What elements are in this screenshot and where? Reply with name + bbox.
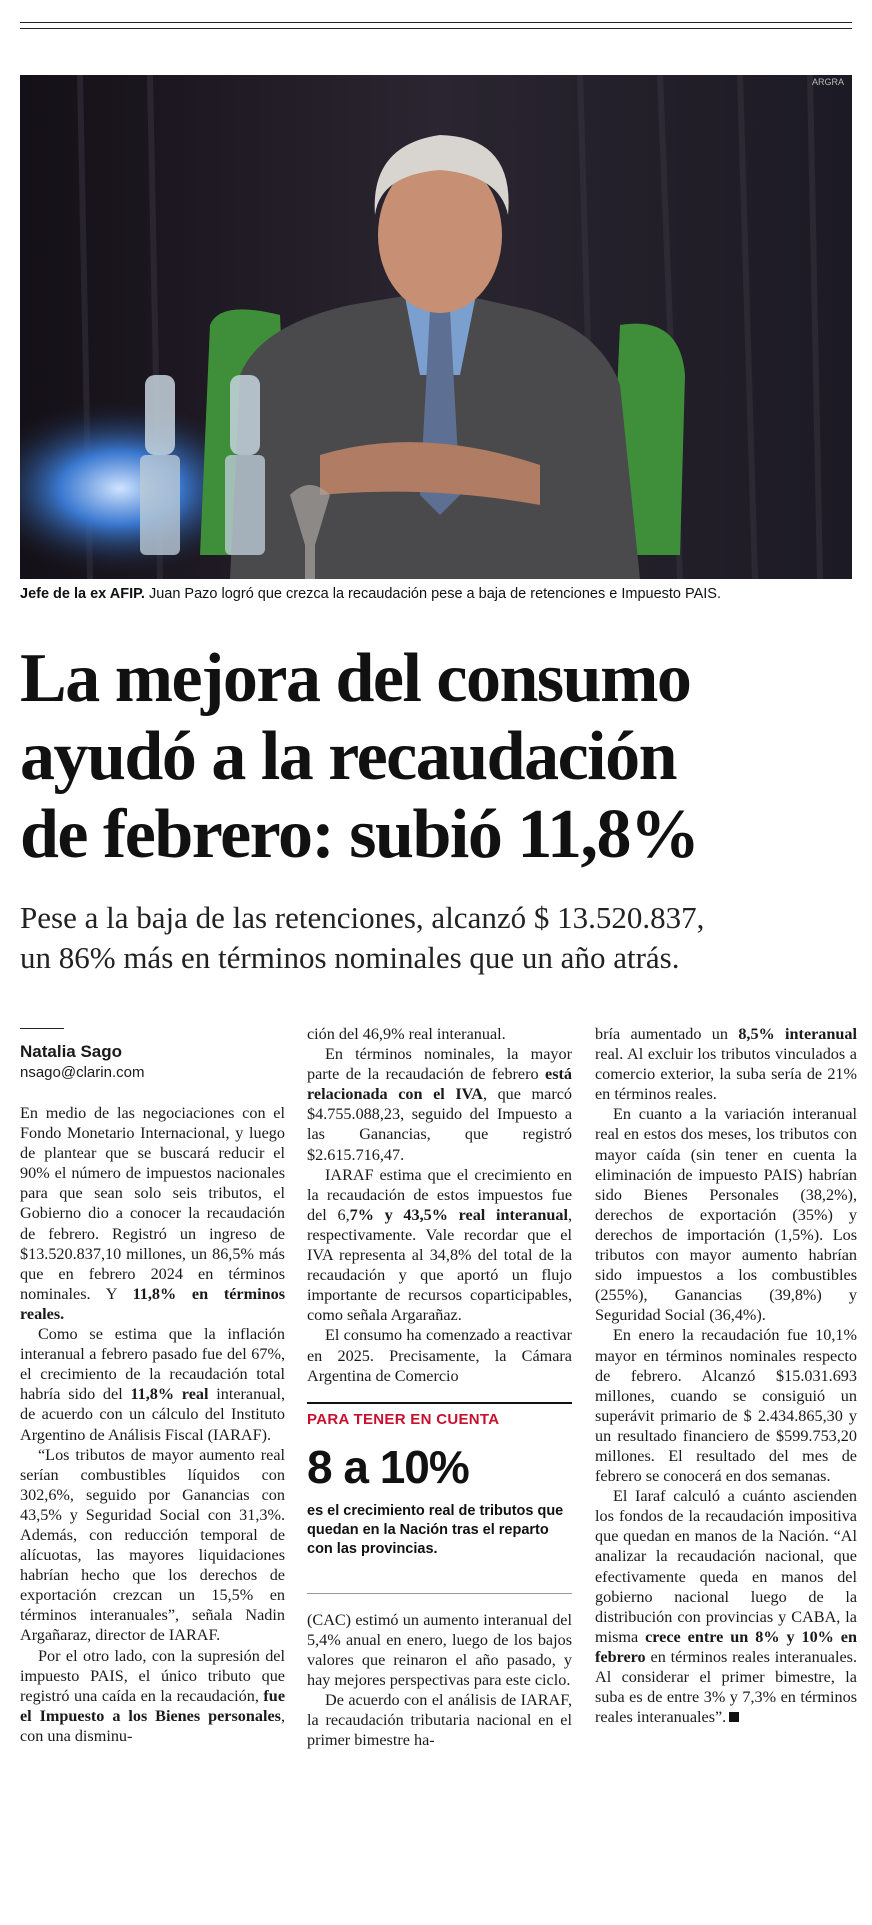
highlight-box-heading: PARA TENER EN CUENTA <box>307 1401 572 1430</box>
paragraph: ción del 46,9% real interanual. <box>307 1025 506 1043</box>
paragraph-bold: 11,8% real <box>130 1385 209 1404</box>
article-column-3: bría aumentado un 8,5% interanual real. … <box>595 1024 857 1727</box>
photo-caption: Jefe de la ex AFIP. Juan Pazo logró que … <box>20 586 860 602</box>
headline-line-1: La mejora del consumo <box>20 640 692 717</box>
highlight-box-text: es el crecimiento real de tributos que q… <box>307 1502 572 1594</box>
highlight-box: PARA TENER EN CUENTA 8 a 10% es el creci… <box>307 1401 572 1594</box>
paragraph-text: Como se estima que la inflación interanu… <box>20 1325 285 1404</box>
paragraph: El Iaraf calculó a cuánto ascienden los … <box>595 1486 857 1727</box>
paragraph: IARAF estima que el crecimiento en la re… <box>307 1165 572 1326</box>
headline-line-2: ayudó a la recaudación <box>20 718 678 795</box>
paragraph: Por el otro lado, con la supresión del i… <box>20 1646 285 1746</box>
article-photo: ARGRA <box>20 75 852 579</box>
highlight-box-figure: 8 a 10% <box>307 1440 470 1493</box>
paragraph-text: bría aumentado un <box>595 1025 739 1043</box>
paragraph-bold: 11,8% en términos reales. <box>20 1284 285 1323</box>
paragraph: (CAC) estimó un aumento interanual del 5… <box>307 1610 572 1690</box>
paragraph-text: en términos reales interanuales. Al cons… <box>595 1647 857 1727</box>
paragraph-text: real. Al excluir los tributos vinculados… <box>595 1045 857 1104</box>
paragraph-text: interanual, de acuerdo con un cálculo de… <box>20 1385 285 1444</box>
paragraph-bold: fue el Impuesto a los Bienes personales <box>20 1686 285 1725</box>
paragraph-text: , que marcó $4.755.088,23, seguido del I… <box>307 1085 572 1164</box>
byline-email[interactable]: nsago@clarin.com <box>20 1064 145 1081</box>
paragraph: El consumo ha comenzado a reactivar en 2… <box>307 1326 572 1385</box>
paragraph: bría aumentado un 8,5% interanual real. … <box>595 1024 857 1104</box>
paragraph: De acuerdo con el análisis de IARAF, la … <box>307 1691 572 1750</box>
subheadline-line-2: un 86% más en términos nominales que un … <box>20 940 680 975</box>
paragraph: En cuanto a la variación interanual real… <box>595 1105 857 1325</box>
end-of-article-icon <box>729 1712 740 1723</box>
headline-line-3: de febrero: subió 11,8% <box>20 796 700 873</box>
paragraph-text: En términos nominales, la mayor parte de… <box>307 1045 572 1084</box>
byline-rule <box>20 1028 64 1029</box>
paragraph-bold: crece entre un 8% y 10% en febrero <box>595 1627 857 1666</box>
paragraph-text: IARAF estima que el crecimiento en la re… <box>307 1165 572 1224</box>
byline-author: Natalia Sago <box>20 1042 123 1061</box>
article-column-2: ción del 46,9% real interanual. En térmi… <box>307 1024 572 1750</box>
subheadline-line-1: Pese a la baja de las retenciones, alcan… <box>20 900 705 935</box>
paragraph: En enero la recaudación fue 10,1% mayor … <box>595 1326 857 1486</box>
paragraph: Como se estima que la inflación interanu… <box>20 1324 285 1445</box>
paragraph-text: , respectivamente. Vale recordar que el … <box>307 1205 572 1325</box>
headline: La mejora del consumo ayudó a la recauda… <box>20 640 860 874</box>
article-column-1: Natalia Sago nsago@clarin.com En medio d… <box>20 1018 285 1746</box>
top-rule <box>20 22 852 23</box>
top-rule-2 <box>20 28 852 29</box>
paragraph: “Los tributos de mayor aumento real serí… <box>20 1445 285 1645</box>
caption-lead: Jefe de la ex AFIP. <box>20 586 145 602</box>
caption-text: Juan Pazo logró que crezca la recaudació… <box>144 586 722 602</box>
photo-credit: ARGRA <box>812 77 844 87</box>
paragraph-bold: 8,5% interanual <box>738 1025 857 1043</box>
subheadline: Pese a la baja de las retenciones, alcan… <box>20 898 860 978</box>
paragraph-text: En medio de las negociaciones con el Fon… <box>20 1104 285 1303</box>
paragraph: En términos nominales, la mayor parte de… <box>307 1044 572 1165</box>
paragraph-bold: está relacionada con el IVA <box>307 1065 572 1104</box>
paragraph: En medio de las negociaciones con el Fon… <box>20 1103 285 1324</box>
paragraph-text: El Iaraf calculó a cuánto ascienden los … <box>595 1487 857 1646</box>
paragraph-text: Por el otro lado, con la supresión del i… <box>20 1646 285 1705</box>
paragraph-bold: 7% y 43,5% real interanual <box>349 1205 568 1224</box>
paragraph-text: , con una disminu- <box>20 1706 285 1745</box>
